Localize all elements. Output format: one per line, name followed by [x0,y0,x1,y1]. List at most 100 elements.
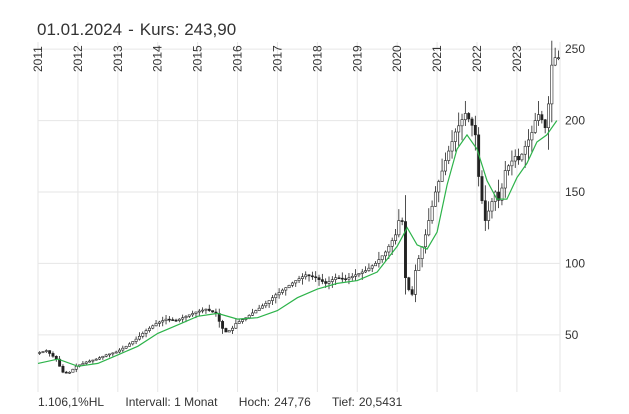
candle-body-up [264,303,268,307]
candle-body-down [207,308,211,311]
candle-body-up [327,281,331,284]
candle-body-up [147,327,151,331]
candle-body-up [181,317,185,320]
candle [304,271,308,280]
candle-body-up [237,321,241,324]
candle [214,308,218,317]
candle-body-up [397,220,401,236]
candle-body-down [167,318,171,321]
candle [543,118,547,134]
candle [264,300,268,309]
candle [147,326,151,333]
candle [171,317,175,321]
candle [61,364,65,374]
candle-body-up [294,280,298,284]
low-value: 20,5431 [358,395,403,409]
interval-label[interactable]: Intervall: 1 Monat [125,395,218,409]
candle-body-up [234,323,238,329]
candle-body-up [257,307,261,311]
candle-body-up [437,181,441,193]
candle [467,112,471,123]
candle-body-up [430,205,434,221]
candle-body-up [114,351,118,354]
candle [274,292,278,304]
candle-body-down [497,191,501,201]
candle [364,266,368,274]
header-separator: - [128,20,134,39]
candle-body-up [507,165,511,171]
candle [533,112,537,134]
candle-body-up [290,282,294,286]
candle [284,287,288,296]
candle [350,273,354,281]
candle [131,341,135,346]
candle-body-up [530,132,534,141]
candle [38,351,42,355]
chart-grid [37,42,561,392]
candle-body-down [400,220,404,222]
candle [370,264,374,273]
candle-body-up [131,341,135,345]
candle [207,304,211,312]
candle-body-up [101,355,105,359]
candle [453,128,457,152]
candle-body-up [151,325,155,329]
candle [537,100,540,126]
candle [327,276,331,290]
candle-body-up [330,279,334,282]
candle-body-up [500,187,504,201]
candle [234,318,238,329]
candle-body-up [247,315,251,319]
candle-body-down [340,277,344,280]
candle-body-up [111,352,115,355]
candle-body-down [320,279,324,282]
candle [357,273,361,278]
candle-body-up [557,57,560,60]
candle [41,351,45,354]
candle [267,300,271,308]
candle-body-up [304,274,308,278]
candle-body-up [287,285,291,289]
candle [550,40,554,123]
candle-body-down [483,200,487,221]
candle [101,355,105,360]
performance-value: 1.106,1%HL [38,395,105,409]
candle [251,308,254,317]
candle-body-up [251,312,254,316]
candle [287,284,291,289]
candle [503,161,507,198]
candle [437,179,441,203]
x-axis-tick-labels: 2011 2012 2013 2014 2015 2016 2017 2018 2019 2020… [31,45,524,72]
y-tick-label: 250 [565,42,585,56]
candle [71,368,75,373]
candle-body-up [490,201,494,212]
candle-body-up [74,365,78,370]
candle-body-up [68,371,72,374]
candle [227,330,231,333]
candle-body-up [357,273,361,276]
candle-body-up [547,103,550,129]
candle-body-up [420,246,424,259]
candle [400,217,404,226]
chart-header: 01.01.2024- Kurs: 243,90 [37,20,236,40]
candle [340,272,344,282]
candle [181,314,185,323]
candle [470,116,474,137]
candle [64,370,68,374]
candle [211,310,215,313]
x-tick-label: 2011 [31,46,45,72]
candle [320,273,324,285]
candle-body-up [201,309,205,312]
candle-body-down [410,289,414,295]
candle [440,158,444,182]
candle [217,308,221,328]
candle-body-up [231,327,235,331]
candle-body-up [44,350,48,352]
candle-body-up [297,278,301,281]
candle-body-up [360,271,364,274]
candle [254,309,258,314]
candle-body-up [527,139,530,147]
candle [530,125,534,154]
candle-body-up [390,240,394,247]
